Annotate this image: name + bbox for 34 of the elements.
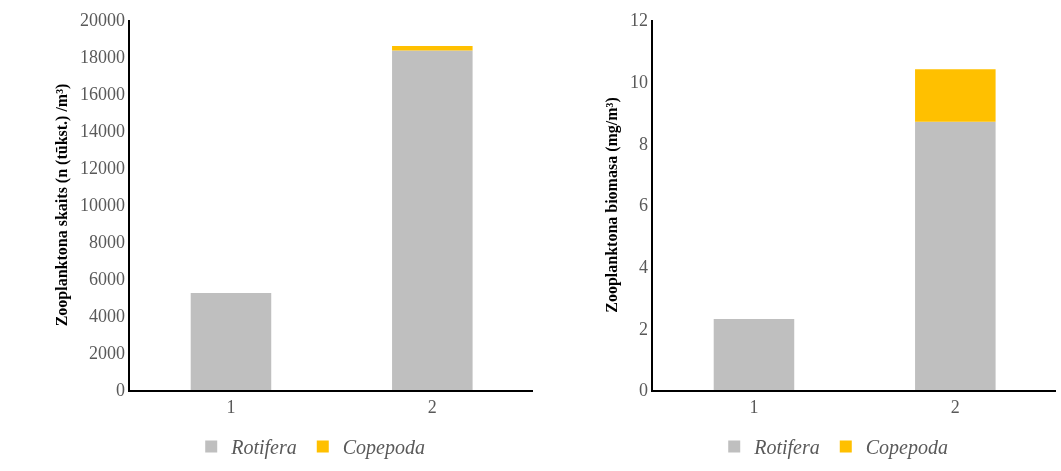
y-tick-label: 12000 <box>79 158 125 179</box>
bar <box>190 292 272 390</box>
y-tick-label: 2 <box>638 318 648 339</box>
bar <box>915 69 996 122</box>
x-tick-label: 1 <box>749 397 759 418</box>
y-tick-label: 16000 <box>79 84 125 105</box>
y-axis-title: Zooplanktona skaits (n (tūkst.) /m³) <box>53 83 72 327</box>
y-tick-label: 0 <box>115 380 125 401</box>
y-tick-label: 6000 <box>88 269 125 290</box>
legend-label: Rotifera <box>753 436 820 460</box>
x-tick-label: 2 <box>950 397 960 418</box>
y-tick-label: 20000 <box>79 10 125 31</box>
x-tick-label: 1 <box>226 397 236 418</box>
y-axis-title: Zooplanktona biomasa (mg/m³) <box>603 97 622 313</box>
y-tick-label: 10 <box>629 71 648 92</box>
y-tick-label: 4000 <box>88 306 125 327</box>
x-tick-label: 2 <box>427 397 437 418</box>
y-tick-label: 10000 <box>79 195 125 216</box>
bar <box>392 50 473 390</box>
legend-label: Rotifera <box>230 436 297 460</box>
y-tick-label: 2000 <box>88 343 125 364</box>
legend-label: Copepoda <box>865 436 948 460</box>
bar <box>915 121 996 390</box>
y-tick-label: 0 <box>638 380 648 401</box>
y-tick-label: 18000 <box>79 47 125 68</box>
y-tick-label: 14000 <box>79 121 125 142</box>
legend-label: Copepoda <box>342 436 425 460</box>
y-tick-label: 8 <box>638 133 648 154</box>
y-tick-label: 4 <box>638 256 648 277</box>
y-tick-label: 6 <box>638 195 648 216</box>
y-tick-label: 12 <box>629 10 648 31</box>
bar <box>713 319 795 390</box>
bar <box>392 45 473 51</box>
y-tick-label: 8000 <box>88 232 125 253</box>
